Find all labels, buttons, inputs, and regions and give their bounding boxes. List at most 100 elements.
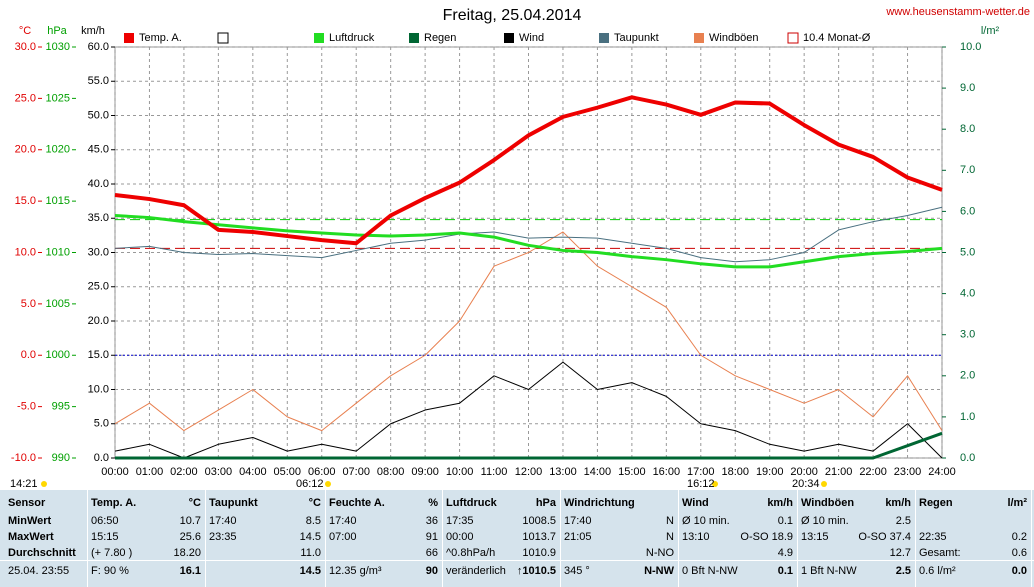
table-column: Sensor MinWert MaxWert Durchschnitt 25.04. 2…: [5, 490, 88, 587]
y-tick-label: 5.0: [21, 298, 36, 310]
annotation: 06:12: [296, 478, 324, 490]
y-tick-label: 0.0: [21, 349, 36, 361]
table-cell: (+ 7.80 ) 18.20: [91, 545, 201, 561]
legend-box: [217, 32, 229, 44]
cell-left: veränderlich: [446, 565, 506, 577]
table-column: Regen l/m² 22:35 0.2 Gesamt: 0.6 0.6 l/m² 0.0: [916, 490, 1032, 587]
cell-left: Ø 10 min.: [801, 515, 849, 527]
cell-value: 1010.9: [522, 547, 556, 559]
cell-left: 0 Bft N-NW: [682, 565, 738, 577]
series-line: [114, 95, 943, 246]
series-line: [114, 361, 943, 459]
table-cell: Ø 10 min. 0.1: [682, 513, 793, 529]
column-header: Windrichtung: [564, 495, 674, 511]
table-cell: 17:35 1008.5: [446, 513, 556, 529]
y-tick-label: 5.0: [960, 246, 975, 258]
x-tick-label: 11:00: [481, 466, 508, 478]
cell-value: 16.1: [179, 565, 201, 577]
table-cell: 14.5: [209, 563, 321, 579]
x-tick-label: 15:00: [618, 466, 646, 478]
cell-value: 90: [425, 565, 438, 577]
y-tick-label: 3.0: [960, 329, 975, 341]
table-cell: [919, 513, 1027, 529]
x-tick-label: 10:00: [446, 466, 474, 478]
header-label: Windrichtung: [564, 497, 635, 509]
x-tick-label: 03:00: [205, 466, 233, 478]
cell-left: 21:05: [564, 531, 592, 543]
header-label: Feuchte A.: [329, 497, 385, 509]
cell-value: 0.1: [777, 565, 793, 577]
x-tick-label: 06:00: [308, 466, 336, 478]
table-column: Windrichtung 17:40 N 21:05 N N-NO 345 ° N-NW: [561, 490, 679, 587]
x-tick-label: 02:00: [170, 466, 198, 478]
y-tick-label: 1030: [46, 41, 70, 53]
x-tick-label: 08:00: [377, 466, 405, 478]
annotation: 14:21: [10, 478, 38, 490]
y-tick-label: -5.0: [17, 401, 36, 413]
x-tick-label: 22:00: [859, 466, 887, 478]
y-tick-label: 4.0: [960, 288, 975, 300]
table-cell: 07:00 91: [329, 529, 438, 545]
header-unit: km/h: [767, 497, 793, 509]
y-tick-label: 45.0: [88, 144, 109, 156]
header-label: Sensor: [8, 497, 46, 509]
y-tick-label: 1.0: [960, 411, 975, 423]
table-cell: N-NO: [564, 545, 674, 561]
series-line: [114, 206, 943, 263]
column-header: Feuchte A.%: [329, 495, 438, 511]
header-unit: °C: [308, 497, 321, 509]
header-unit: l/m²: [1007, 497, 1027, 509]
x-tick-label: 05:00: [274, 466, 302, 478]
x-tick-label: 09:00: [411, 466, 439, 478]
cell-value: 66: [425, 547, 438, 559]
sun-icon: [41, 481, 47, 487]
row-label: MaxWert: [8, 531, 54, 543]
axis-unit: l/m²: [981, 25, 1000, 37]
table-cell: 0 Bft N-NW 0.1: [682, 563, 793, 579]
header-label: Temp. A.: [91, 497, 137, 509]
y-tick-label: 8.0: [960, 123, 975, 135]
table-column: Temp. A. °C 06:50 10.7 15:15 25.6 (+ 7.80 ) 18.…: [88, 490, 206, 587]
row-label: MinWert: [8, 515, 52, 527]
table-cell: 13:10 O-SO 18.9: [682, 529, 793, 545]
x-tick-label: 19:00: [756, 466, 784, 478]
cell-value: 91: [425, 531, 438, 543]
y-tick-label: 5.0: [94, 418, 109, 430]
y-tick-label: 7.0: [960, 164, 975, 176]
y-tick-label: 1020: [46, 144, 70, 156]
cell-value: 25.6: [179, 531, 201, 543]
row-label: Durchschnitt: [8, 547, 76, 559]
cell-left: 17:40: [329, 515, 357, 527]
table-column: Windböen km/h Ø 10 min. 2.5 13:15 O-SO 37.4 12…: [798, 490, 916, 587]
table-cell: 17:40 8.5: [209, 513, 321, 529]
y-tick-label: 30.0: [88, 246, 109, 258]
header-unit: °C: [188, 497, 201, 509]
cell-value: 0.6: [1011, 547, 1027, 559]
y-tick-label: 6.0: [960, 205, 975, 217]
cell-left: 22:35: [919, 531, 947, 543]
cell-value: 11.0: [300, 547, 321, 559]
y-tick-label: 50.0: [88, 109, 109, 121]
legend-swatch: [599, 33, 609, 43]
x-tick-label: 20:00: [790, 466, 818, 478]
legend-label: Regen: [424, 32, 456, 44]
column-header: Wind km/h: [682, 495, 793, 511]
series-line: [114, 231, 943, 432]
column-header: Temp. A. °C: [91, 495, 201, 511]
table-cell: 06:50 10.7: [91, 513, 201, 529]
cell-value: N: [666, 531, 674, 543]
table-cell: 345 ° N-NW: [564, 563, 674, 579]
x-tick-label: 00:00: [101, 466, 129, 478]
x-tick-label: 18:00: [721, 466, 749, 478]
y-tick-label: 55.0: [88, 75, 109, 87]
table-cell: 25.04. 23:55: [8, 563, 83, 579]
header-unit: %: [428, 497, 438, 509]
legend-label: Taupunkt: [614, 32, 659, 44]
cell-left: 23:35: [209, 531, 237, 543]
annotation: 16:12: [687, 478, 715, 490]
cell-value: 10.7: [179, 515, 201, 527]
data-table: Sensor MinWert MaxWert Durchschnitt 25.04. 2…: [0, 490, 1034, 587]
x-tick-label: 14:00: [584, 466, 612, 478]
cell-value: N: [666, 515, 674, 527]
chart: Freitag, 25.04.2014 www.heusenstamm-wett…: [10, 6, 1030, 490]
